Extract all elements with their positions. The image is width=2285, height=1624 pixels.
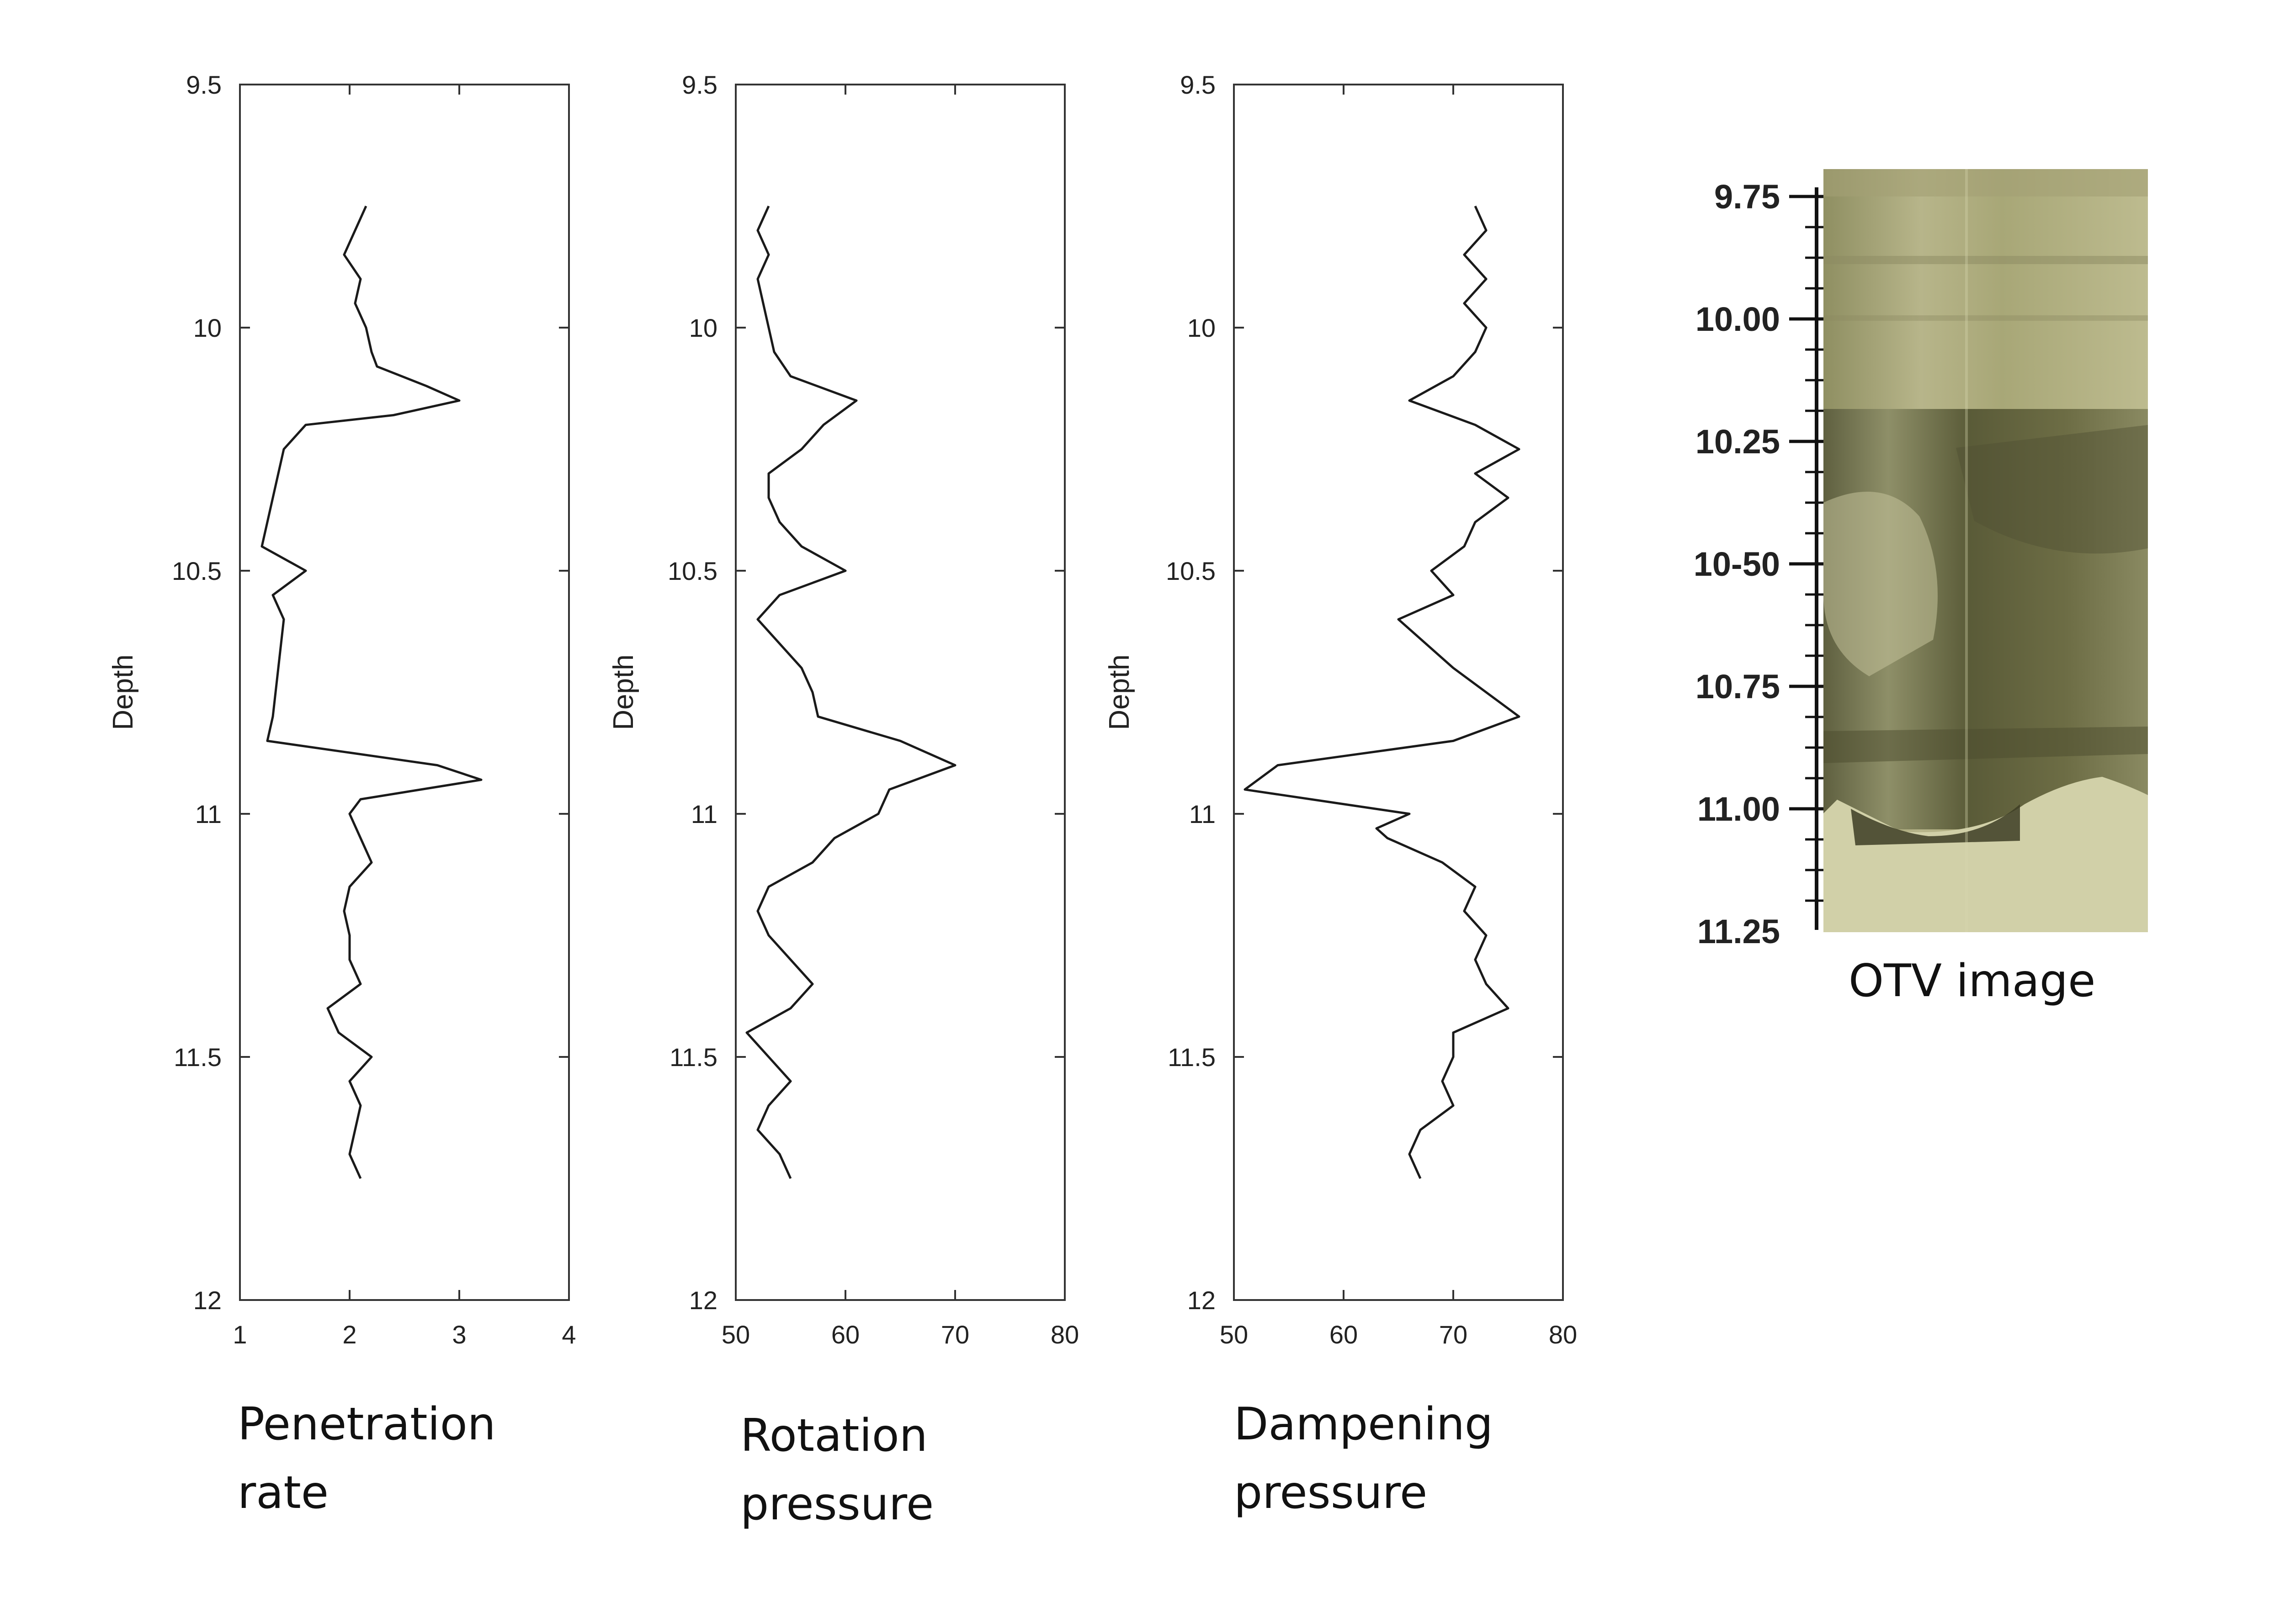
y-axis-ticks: 9.5 10 10.5 11 11.5 12	[172, 70, 569, 1315]
y-tick-label: 11	[691, 800, 717, 828]
y-axis-label: Depth	[1104, 654, 1135, 730]
x-axis-ticks: 50 60 70 80	[1220, 85, 1577, 1349]
plot-frame	[239, 84, 570, 1301]
caption-line-1: Penetration	[238, 1398, 496, 1450]
y-tick-label: 10	[689, 313, 717, 342]
y-tick-label: 10.5	[172, 557, 222, 585]
plot-frame	[735, 84, 1066, 1301]
otv-depth-label: 9.75	[1714, 178, 1780, 216]
otv-depth-ruler: 9.75 10.00 10.25 10-50 10.75 11.00 11.25	[1694, 178, 1823, 950]
y-tick-label: 10.5	[1166, 557, 1216, 585]
y-axis-ticks: 9.5 10 10.5 11 11.5 12	[668, 70, 1065, 1315]
y-tick-label: 10	[1187, 313, 1216, 342]
otv-borehole-image	[1823, 169, 2148, 932]
otv-depth-label: 10-50	[1694, 545, 1780, 583]
x-tick-label: 50	[722, 1320, 750, 1349]
y-tick-label: 11	[1189, 800, 1216, 828]
otv-caption: OTV image	[1849, 955, 2095, 1007]
y-tick-label: 12	[193, 1286, 222, 1315]
x-tick-label: 80	[1051, 1320, 1079, 1349]
otv-depth-label: 10.75	[1695, 668, 1780, 706]
x-axis-ticks: 1 2 3 4	[233, 85, 576, 1349]
x-tick-label: 3	[452, 1320, 466, 1349]
x-tick-label: 70	[941, 1320, 969, 1349]
x-tick-label: 50	[1220, 1320, 1248, 1349]
series-line-dampening-pressure	[1243, 205, 1520, 1179]
y-tick-label: 10	[193, 313, 222, 342]
x-tick-label: 2	[342, 1320, 356, 1349]
y-axis-label: Depth	[107, 654, 139, 730]
y-tick-label: 9.5	[186, 70, 222, 99]
y-tick-label: 11.5	[1168, 1043, 1216, 1072]
y-tick-label: 11	[195, 800, 222, 828]
x-tick-label: 80	[1549, 1320, 1577, 1349]
y-tick-label: 11.5	[174, 1043, 222, 1072]
y-axis-label: Depth	[608, 654, 639, 730]
y-tick-label: 9.5	[1180, 70, 1216, 99]
panel-rotation-pressure: 9.5 10 10.5 11 11.5 12 50 60 70 80 Depth Rotatio…	[608, 70, 1079, 1530]
otv-depth-label: 10.25	[1695, 423, 1780, 461]
x-tick-label: 60	[831, 1320, 860, 1349]
otv-depth-label: 11.25	[1697, 913, 1780, 950]
x-tick-label: 1	[233, 1320, 247, 1349]
caption-line-2: pressure	[1234, 1467, 1427, 1519]
x-tick-label: 60	[1329, 1320, 1358, 1349]
caption-line-2: rate	[238, 1467, 329, 1519]
y-tick-label: 11.5	[670, 1043, 717, 1072]
x-tick-label: 70	[1439, 1320, 1467, 1349]
series-line-rotation-pressure	[745, 205, 957, 1179]
caption-line-2: pressure	[740, 1478, 934, 1530]
y-tick-label: 12	[1187, 1286, 1216, 1315]
caption-line-1: Dampening	[1234, 1398, 1493, 1450]
otv-depth-label: 10.00	[1695, 300, 1780, 338]
y-axis-ticks: 9.5 10 10.5 11 11.5 12	[1166, 70, 1563, 1315]
otv-depth-label: 11.00	[1697, 790, 1780, 828]
panel-dampening-pressure: 9.5 10 10.5 11 11.5 12 50 60 70 80 Depth Dampeni…	[1104, 70, 1577, 1519]
y-tick-label: 9.5	[682, 70, 717, 99]
plot-frame	[1233, 84, 1564, 1301]
caption-line-1: Rotation	[740, 1410, 928, 1462]
series-line-penetration-rate	[260, 205, 483, 1179]
otv-panel: 9.75 10.00 10.25 10-50 10.75 11.00 11.25 OTV i…	[1694, 169, 2148, 1007]
y-tick-label: 10.5	[668, 557, 717, 585]
x-axis-ticks: 50 60 70 80	[722, 85, 1079, 1349]
x-tick-label: 4	[562, 1320, 576, 1349]
y-tick-label: 12	[689, 1286, 717, 1315]
